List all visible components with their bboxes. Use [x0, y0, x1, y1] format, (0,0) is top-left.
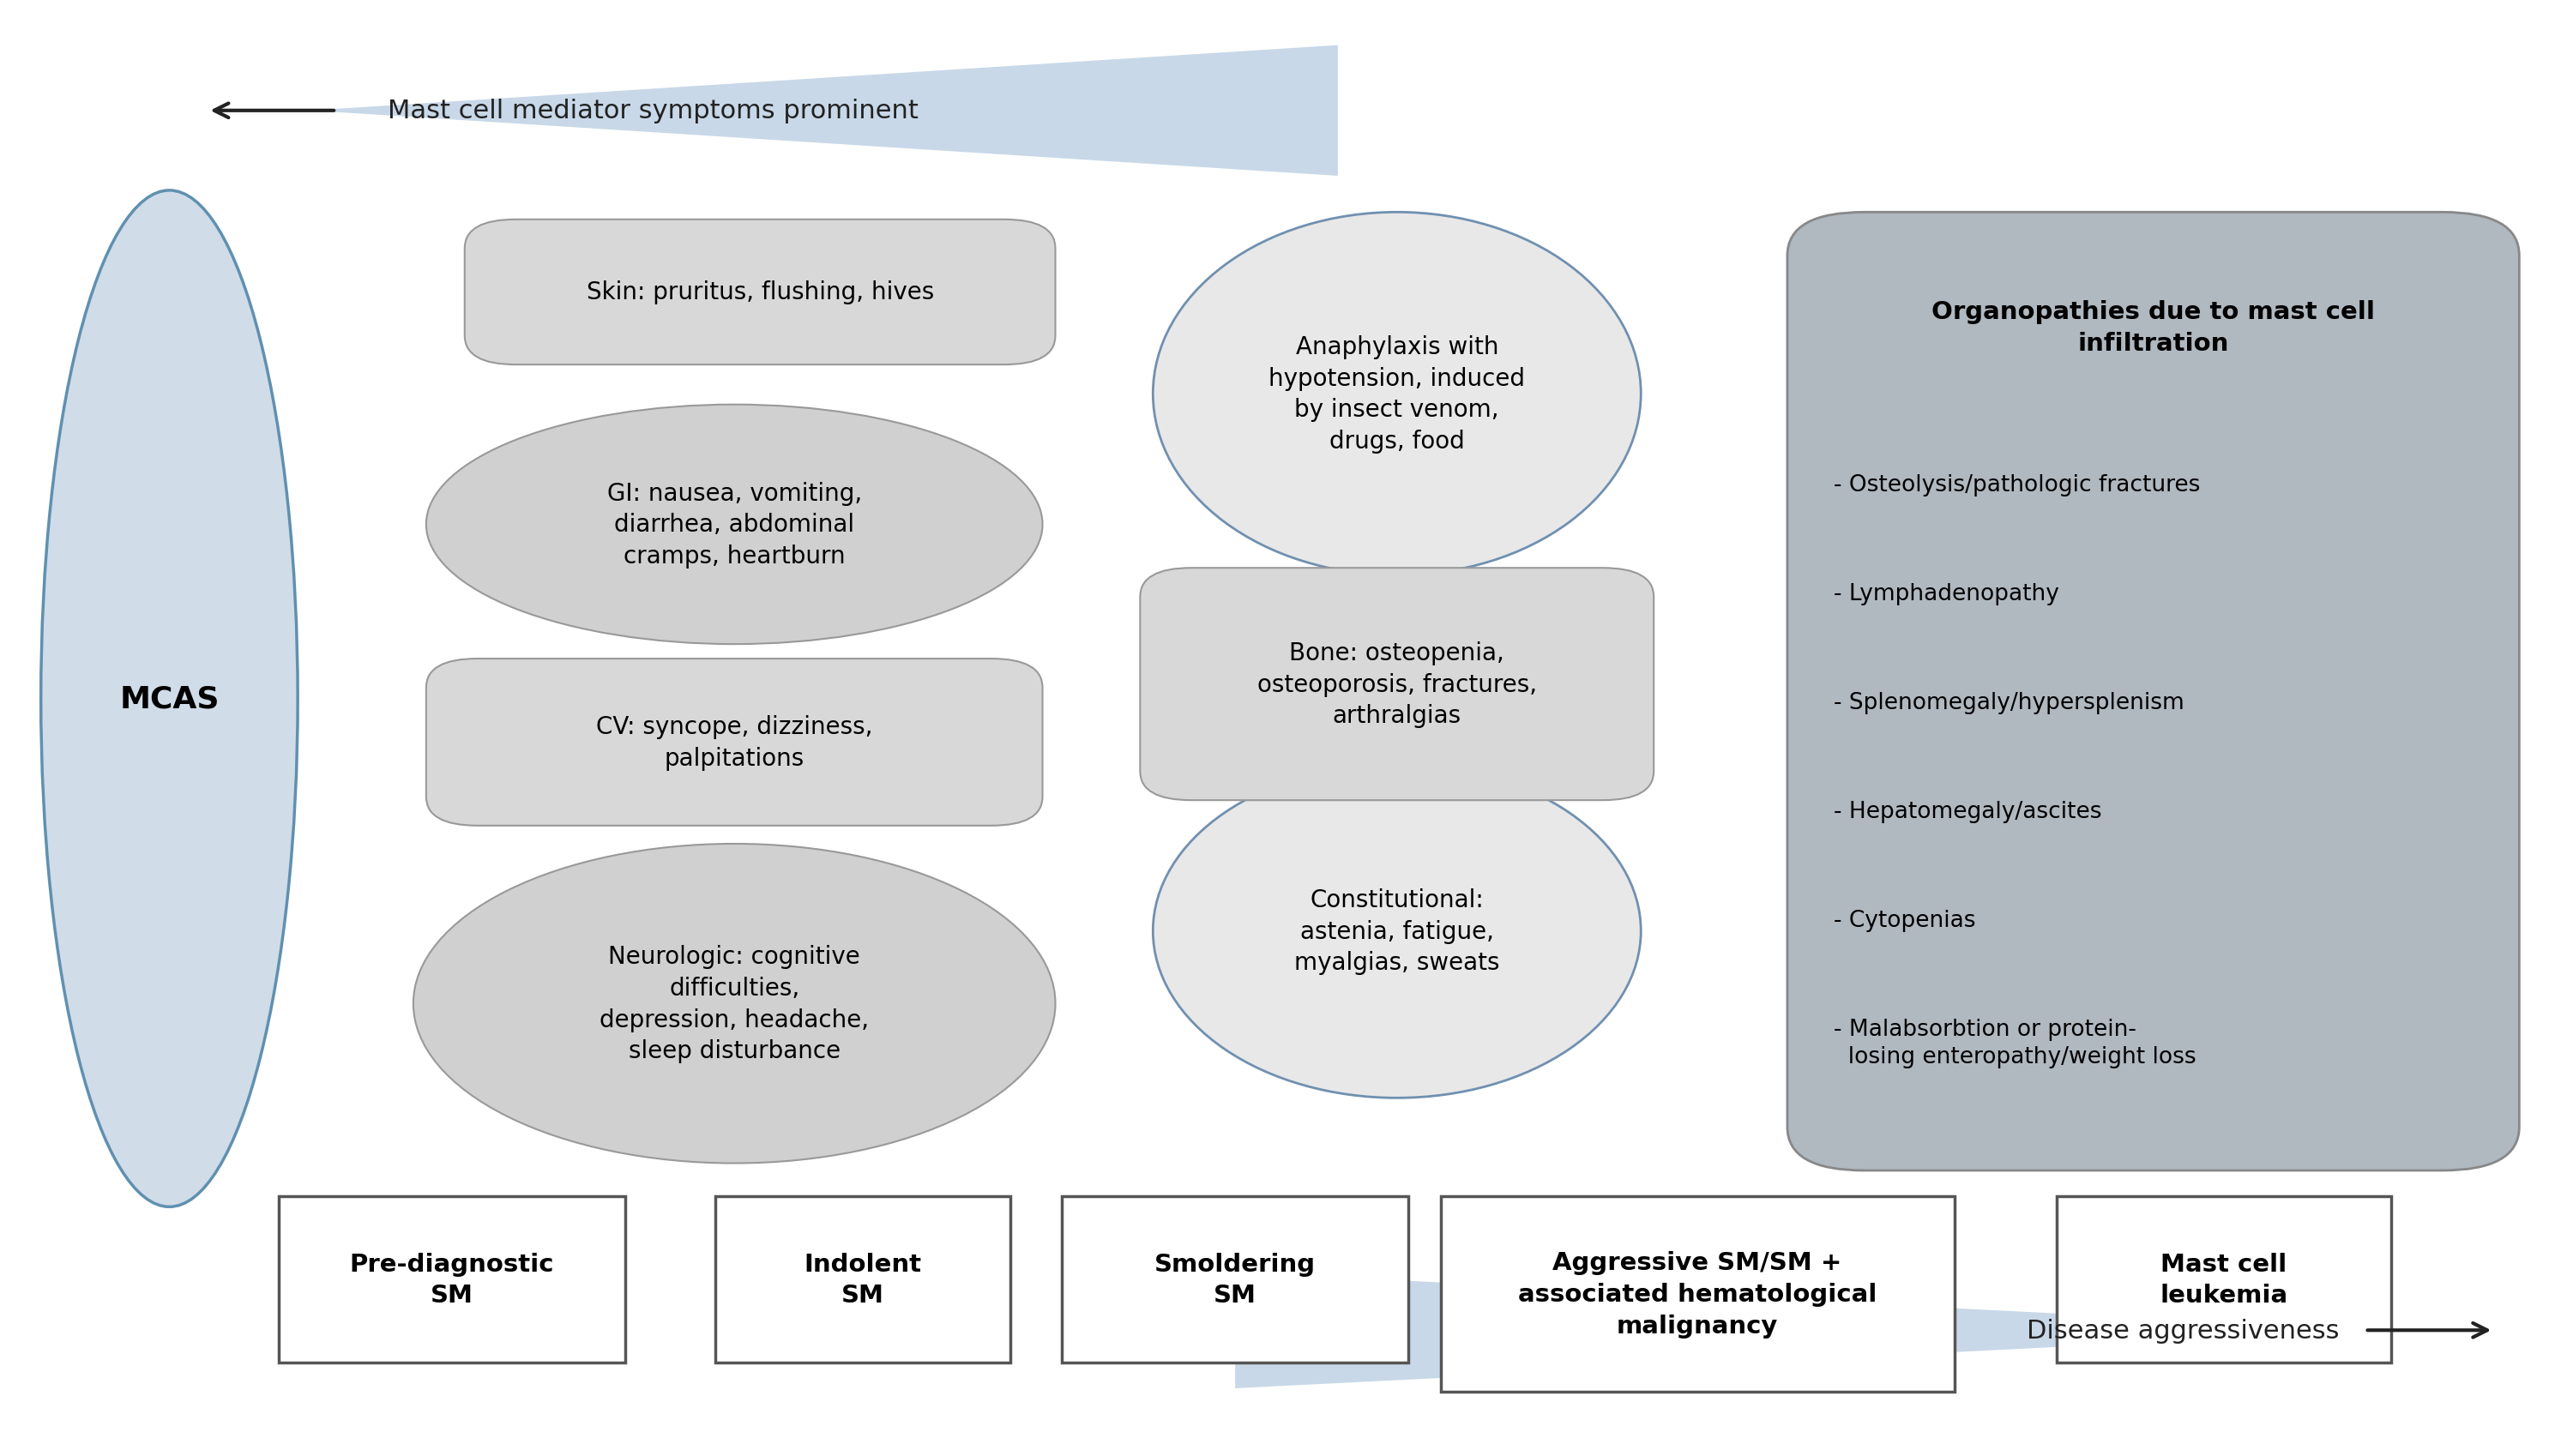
Text: - Malabsorbtion or protein-
  losing enteropathy/weight loss: - Malabsorbtion or protein- losing enter…	[1835, 1018, 2195, 1067]
FancyBboxPatch shape	[2056, 1195, 2390, 1363]
Ellipse shape	[41, 191, 298, 1207]
Text: Skin: pruritus, flushing, hives: Skin: pruritus, flushing, hives	[587, 281, 934, 304]
FancyBboxPatch shape	[715, 1195, 1011, 1363]
Text: Neurologic: cognitive
difficulties,
depression, headache,
sleep disturbance: Neurologic: cognitive difficulties, depr…	[600, 945, 870, 1063]
Text: Aggressive SM/SM +
associated hematological
malignancy: Aggressive SM/SM + associated hematologi…	[1518, 1251, 1876, 1338]
Text: Mast cell mediator symptoms prominent: Mast cell mediator symptoms prominent	[389, 99, 919, 124]
Text: Mast cell
leukemia: Mast cell leukemia	[2159, 1252, 2287, 1307]
Text: - Splenomegaly/hypersplenism: - Splenomegaly/hypersplenism	[1835, 692, 2184, 713]
Text: - Osteolysis/pathologic fractures: - Osteolysis/pathologic fractures	[1835, 475, 2200, 496]
Text: - Lymphadenopathy: - Lymphadenopathy	[1835, 582, 2058, 606]
Text: Organopathies due to mast cell
infiltration: Organopathies due to mast cell infiltrat…	[1932, 300, 2375, 355]
Text: - Hepatomegaly/ascites: - Hepatomegaly/ascites	[1835, 801, 2102, 823]
Text: Bone: osteopenia,
osteoporosis, fractures,
arthralgias: Bone: osteopenia, osteoporosis, fracture…	[1258, 641, 1536, 728]
Ellipse shape	[1153, 764, 1642, 1098]
FancyBboxPatch shape	[278, 1195, 625, 1363]
FancyBboxPatch shape	[466, 220, 1055, 365]
FancyBboxPatch shape	[1441, 1195, 1955, 1392]
Text: - Cytopenias: - Cytopenias	[1835, 910, 1976, 932]
Text: CV: syncope, dizziness,
palpitations: CV: syncope, dizziness, palpitations	[597, 715, 872, 770]
Polygon shape	[311, 47, 1338, 176]
Ellipse shape	[1153, 213, 1642, 575]
Ellipse shape	[427, 405, 1042, 645]
FancyBboxPatch shape	[1788, 213, 2519, 1171]
Polygon shape	[1235, 1273, 2390, 1389]
Text: Smoldering
SM: Smoldering SM	[1155, 1252, 1315, 1307]
Ellipse shape	[414, 844, 1055, 1163]
Text: Disease aggressiveness: Disease aggressiveness	[2028, 1318, 2339, 1342]
Text: Anaphylaxis with
hypotension, induced
by insect venom,
drugs, food: Anaphylaxis with hypotension, induced by…	[1268, 335, 1526, 453]
FancyBboxPatch shape	[1140, 568, 1654, 801]
Text: Indolent
SM: Indolent SM	[803, 1252, 921, 1307]
Text: GI: nausea, vomiting,
diarrhea, abdominal
cramps, heartburn: GI: nausea, vomiting, diarrhea, abdomina…	[607, 482, 862, 568]
Text: Constitutional:
astenia, fatigue,
myalgias, sweats: Constitutional: astenia, fatigue, myalgi…	[1294, 888, 1500, 974]
Text: Pre-diagnostic
SM: Pre-diagnostic SM	[350, 1252, 553, 1307]
Text: MCAS: MCAS	[118, 684, 219, 713]
FancyBboxPatch shape	[1063, 1195, 1407, 1363]
FancyBboxPatch shape	[427, 660, 1042, 826]
